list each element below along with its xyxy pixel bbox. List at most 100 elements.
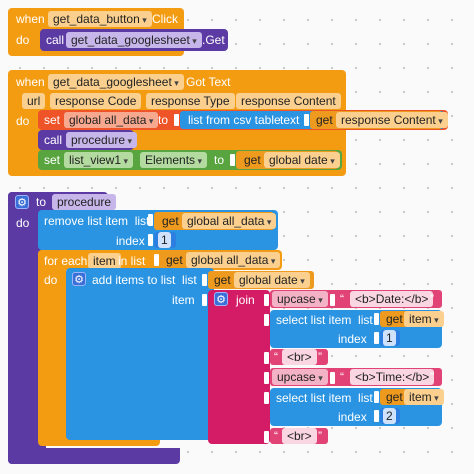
quote-close: ”	[430, 292, 434, 306]
procedure-text: procedure	[71, 133, 132, 147]
gear-icon[interactable]: ⚙	[15, 195, 29, 209]
do-label-loop: do	[44, 273, 58, 287]
do-label-proc: do	[16, 216, 30, 230]
loop-list-dropdown[interactable]: global all_data	[186, 252, 281, 268]
item-dropdown-1[interactable]: item	[404, 311, 444, 327]
socket	[330, 294, 335, 306]
socket	[264, 352, 269, 364]
quote-open-br1: “	[274, 350, 278, 364]
socket	[264, 294, 269, 306]
socket	[154, 254, 159, 266]
socket	[264, 431, 269, 443]
to-label-2: to	[214, 153, 225, 167]
do-label-2: do	[16, 114, 30, 128]
remove-list-item-label: remove list item list	[44, 214, 150, 228]
date-string-field[interactable]: <b>Date:</b>	[350, 291, 434, 307]
method-label: .Get	[202, 33, 225, 47]
socket	[330, 372, 335, 384]
select-list-item-label-2: select list item list	[276, 391, 373, 405]
global-all-data-dropdown[interactable]: global all_data	[182, 213, 277, 229]
for-each-spine	[38, 250, 66, 440]
join-block[interactable]	[208, 290, 270, 444]
socket	[230, 154, 235, 166]
for-each-label: for each	[44, 254, 88, 268]
when-label: when	[16, 12, 45, 26]
loop-item-variable[interactable]: item	[88, 253, 121, 269]
socket	[264, 372, 269, 384]
index-number-field[interactable]: 1	[158, 232, 171, 248]
call-label-2: call	[44, 133, 63, 147]
get-label-5: get	[214, 273, 231, 287]
component-dropdown-googlesheet[interactable]: get_data_googlesheet	[48, 74, 184, 90]
event-name-label: Click	[152, 12, 178, 26]
select-index-label-1: index	[338, 332, 367, 346]
quote-open: “	[340, 292, 344, 306]
in-list-label: in list	[118, 254, 146, 268]
upcase-dropdown-1[interactable]: upcase	[272, 291, 328, 307]
add-items-label: add items to list list	[92, 273, 197, 287]
get-label-3: get	[162, 214, 179, 228]
item-label: item	[172, 293, 195, 307]
index-label: index	[116, 234, 145, 248]
set-label: set	[44, 113, 61, 127]
socket	[202, 274, 207, 286]
component-dropdown-get-data-button[interactable]: get_data_button	[48, 11, 152, 27]
add-items-to-list-block[interactable]	[66, 268, 214, 440]
socket	[148, 234, 153, 246]
quote-close-br1: ”	[318, 350, 322, 364]
socket	[174, 114, 179, 126]
index-number-field-2[interactable]: 1	[383, 330, 396, 346]
get-label-7: get	[386, 390, 403, 404]
gear-icon[interactable]: ⚙	[214, 292, 228, 306]
call-target-text: get_data_googlesheet	[71, 33, 197, 47]
procedure-footer	[8, 448, 180, 464]
socket	[304, 114, 309, 126]
quote-close-time: ”	[430, 370, 434, 384]
call-label: call	[46, 33, 65, 47]
socket	[264, 392, 269, 404]
procedure-name-field[interactable]: procedure	[52, 194, 117, 210]
param-response-code[interactable]: response Code	[50, 93, 142, 109]
param-response-type[interactable]: response Type	[146, 93, 235, 109]
item-dropdown-2[interactable]: item	[404, 389, 444, 405]
join-label: join	[236, 293, 255, 307]
global-date-dropdown-2[interactable]: global date	[234, 272, 310, 288]
do-label: do	[16, 33, 30, 47]
index-number-field-3[interactable]: 2	[383, 408, 396, 424]
select-index-label-2: index	[338, 410, 367, 424]
variable-dropdown-all-data[interactable]: global all_data	[64, 112, 159, 128]
when-label-2: when	[16, 75, 45, 89]
socket	[264, 314, 269, 326]
response-content-dropdown[interactable]: response Content	[336, 112, 448, 128]
list-view-component-dropdown[interactable]: list_view1	[64, 152, 134, 168]
socket	[374, 410, 379, 422]
param-response-content[interactable]: response Content	[236, 93, 341, 109]
get-label-4: get	[166, 253, 183, 267]
to-label-proc: to	[36, 195, 47, 209]
time-string-field[interactable]: <b>Time:</b>	[350, 369, 435, 385]
set-label-2: set	[44, 153, 61, 167]
procedure-dropdown[interactable]: procedure	[66, 132, 138, 148]
text-label: text	[280, 113, 300, 127]
call-target-dropdown[interactable]: get_data_googlesheet	[66, 32, 202, 48]
br-string-field-1[interactable]: <br>	[282, 349, 317, 365]
gear-icon[interactable]: ⚙	[72, 272, 86, 286]
global-date-dropdown[interactable]: global date	[264, 152, 340, 168]
select-list-item-label-1: select list item list	[276, 313, 373, 327]
list-from-csv-label: list from csv table	[188, 113, 281, 127]
upcase-dropdown-2[interactable]: upcase	[272, 369, 328, 385]
get-label-2: get	[244, 153, 261, 167]
get-label-6: get	[386, 312, 403, 326]
param-url[interactable]: url	[22, 93, 46, 109]
event-name-label-2: Got Text	[186, 75, 231, 89]
br-string-field-2[interactable]: <br>	[282, 428, 317, 444]
socket	[374, 313, 379, 325]
quote-open-br2: “	[274, 429, 278, 443]
socket	[374, 332, 379, 344]
socket	[148, 214, 153, 226]
quote-close-br2: ”	[318, 429, 322, 443]
elements-property-dropdown[interactable]: Elements	[140, 152, 208, 168]
variable-text: global all_data	[69, 113, 153, 127]
socket	[374, 391, 379, 403]
to-label: to	[158, 113, 169, 127]
